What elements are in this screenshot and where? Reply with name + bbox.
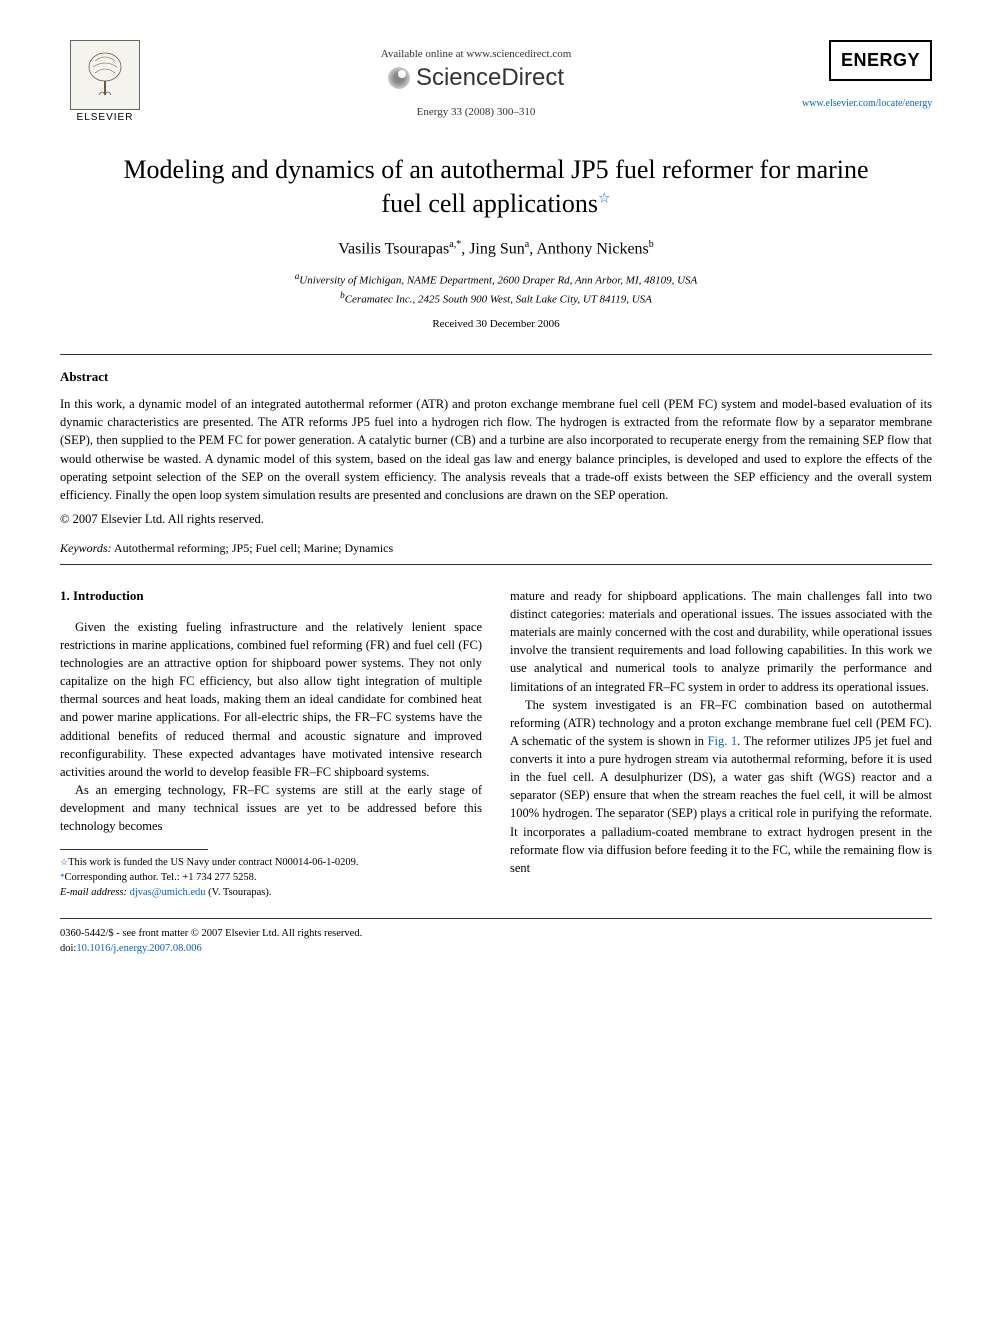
intro-paragraph-3: mature and ready for shipboard applicati… — [510, 587, 932, 696]
sciencedirect-icon — [388, 67, 410, 89]
available-online-text: Available online at www.sciencedirect.co… — [150, 48, 802, 60]
keywords: Keywords: Autothermal reforming; JP5; Fu… — [60, 541, 932, 556]
footnote-funding: ☆This work is funded the US Navy under c… — [60, 856, 482, 871]
footnotes: ☆This work is funded the US Navy under c… — [60, 856, 482, 900]
elsevier-logo: ELSEVIER — [60, 40, 150, 123]
email-paren: (V. Tsourapas). — [205, 887, 271, 898]
divider — [60, 354, 932, 355]
keywords-text: Autothermal reforming; JP5; Fuel cell; M… — [112, 541, 394, 555]
footer-divider — [60, 918, 932, 919]
article-title: Modeling and dynamics of an autothermal … — [100, 153, 892, 221]
footnote-corresponding: *Corresponding author. Tel.: +1 734 277 … — [60, 871, 482, 886]
journal-box: ENERGY www.elsevier.com/locate/energy — [802, 40, 932, 111]
doi-label: doi: — [60, 943, 76, 954]
author-3: , Anthony Nickens — [529, 240, 649, 257]
sciencedirect-label: ScienceDirect — [416, 64, 564, 92]
footer-info: 0360-5442/$ - see front matter © 2007 El… — [60, 927, 932, 956]
affiliations: aUniversity of Michigan, NAME Department… — [60, 270, 932, 308]
keywords-label: Keywords: — [60, 541, 112, 555]
footnote-divider — [60, 849, 208, 850]
author-2: , Jing Sun — [461, 240, 525, 257]
intro-paragraph-2: As an emerging technology, FR–FC systems… — [60, 781, 482, 835]
figure-1-link[interactable]: Fig. 1 — [708, 734, 738, 748]
page-header: ELSEVIER Available online at www.science… — [60, 40, 932, 123]
front-matter-line: 0360-5442/$ - see front matter © 2007 El… — [60, 927, 932, 942]
author-3-affil: b — [649, 239, 654, 250]
elsevier-tree-icon — [70, 40, 140, 110]
journal-homepage-link[interactable]: www.elsevier.com/locate/energy — [802, 98, 932, 109]
title-footnote-star: ☆ — [598, 191, 611, 206]
journal-badge: ENERGY — [829, 40, 932, 81]
section-1-heading: 1. Introduction — [60, 587, 482, 606]
journal-reference: Energy 33 (2008) 300–310 — [150, 106, 802, 118]
abstract-heading: Abstract — [60, 369, 932, 385]
footnote-email: E-mail address: djvas@umich.edu (V. Tsou… — [60, 886, 482, 901]
title-text: Modeling and dynamics of an autothermal … — [123, 155, 868, 218]
doi-link[interactable]: 10.1016/j.energy.2007.08.006 — [76, 943, 201, 954]
email-label: E-mail address: — [60, 887, 127, 898]
abstract-text: In this work, a dynamic model of an inte… — [60, 395, 932, 504]
author-list: Vasilis Tsourapasa,*, Jing Suna, Anthony… — [60, 239, 932, 258]
author-email-link[interactable]: djvas@umich.edu — [130, 887, 206, 898]
intro-paragraph-1: Given the existing fueling infrastructur… — [60, 618, 482, 781]
center-header: Available online at www.sciencedirect.co… — [150, 40, 802, 118]
sciencedirect-brand: ScienceDirect — [150, 64, 802, 92]
affiliation-b: Ceramatec Inc., 2425 South 900 West, Sal… — [345, 294, 652, 306]
affiliation-a: University of Michigan, NAME Department,… — [299, 275, 697, 287]
elsevier-label: ELSEVIER — [77, 112, 134, 123]
divider — [60, 564, 932, 565]
right-column: mature and ready for shipboard applicati… — [510, 587, 932, 900]
doi-line: doi:10.1016/j.energy.2007.08.006 — [60, 942, 932, 957]
left-column: 1. Introduction Given the existing fueli… — [60, 587, 482, 900]
abstract-copyright: © 2007 Elsevier Ltd. All rights reserved… — [60, 512, 932, 527]
author-1: Vasilis Tsourapas — [338, 240, 449, 257]
body-columns: 1. Introduction Given the existing fueli… — [60, 587, 932, 900]
received-date: Received 30 December 2006 — [60, 318, 932, 330]
intro-paragraph-4: The system investigated is an FR–FC comb… — [510, 696, 932, 877]
